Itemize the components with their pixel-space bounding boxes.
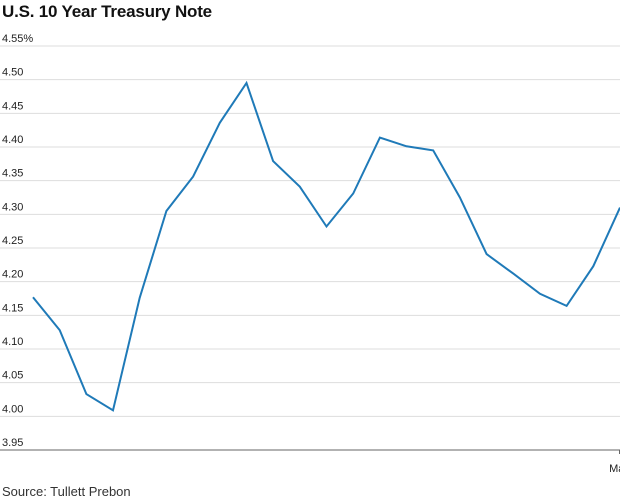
y-axis-tick-labels: 4.55% 4.50 4.45 4.40 4.35 4.30 4.25 4.20 4.15 4.1…: [2, 33, 33, 449]
y-tick-label: 4.45: [2, 100, 23, 112]
y-tick-label: 4.10: [2, 336, 23, 348]
source-note: Source: Tullett Prebon: [2, 484, 131, 499]
y-tick-label: 4.15: [2, 302, 23, 314]
chart-title: U.S. 10 Year Treasury Note: [2, 2, 212, 21]
y-tick-label: 4.40: [2, 134, 23, 146]
series-line: [32, 80, 620, 412]
y-tick-label: 4.25: [2, 235, 23, 247]
x-axis: May: [609, 450, 620, 475]
y-tick-label: 4.05: [2, 370, 23, 382]
y-tick-label: 4.50: [2, 67, 23, 79]
y-tick-label: 4.35: [2, 168, 23, 180]
series-layer: [32, 80, 620, 412]
grid-lines: [0, 45, 620, 451]
y-tick-label: 4.30: [2, 201, 23, 213]
y-tick-label: 4.20: [2, 269, 23, 281]
y-tick-label: 3.95: [2, 437, 23, 449]
x-tick-label: May: [609, 463, 620, 475]
y-tick-label: 4.55%: [2, 33, 33, 45]
y-tick-label: 4.00: [2, 403, 23, 415]
